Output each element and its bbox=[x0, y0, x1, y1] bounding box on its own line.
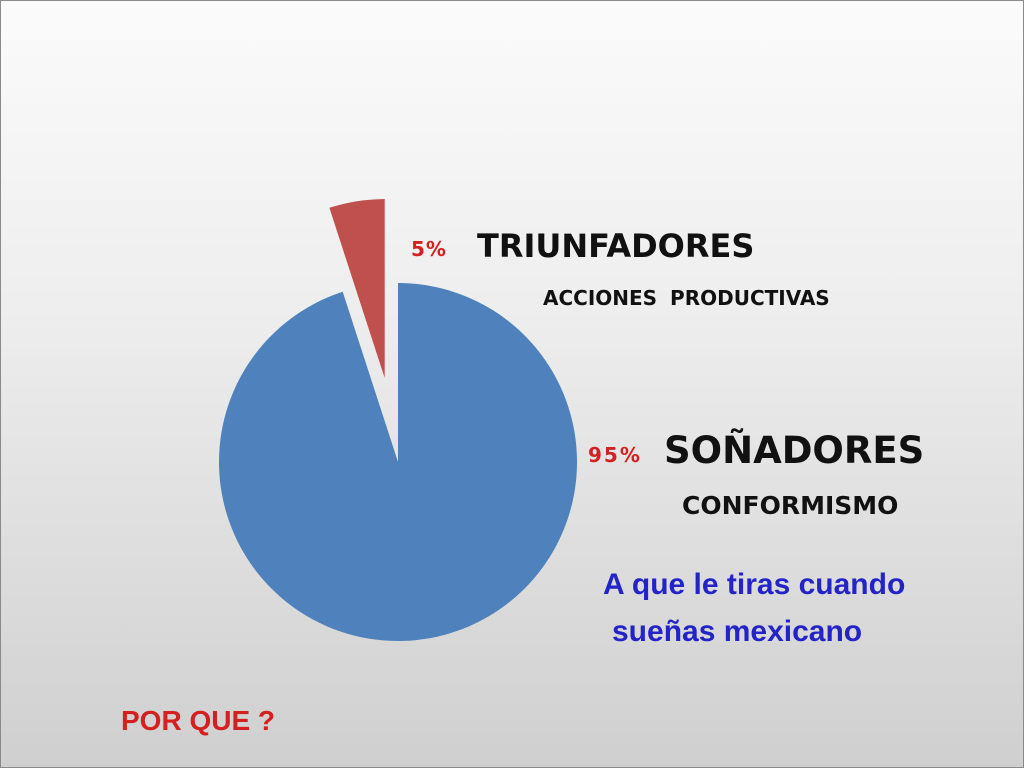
slice-name-triunfadores: TRIUNFADORES bbox=[477, 227, 755, 265]
question-text-line1: A que le tiras cuando bbox=[603, 568, 906, 601]
question-text-line2: sueñas mexicano bbox=[612, 615, 863, 648]
slice-description-sonadores: CONFORMISMO bbox=[682, 491, 899, 520]
slice-percent-label-triunfadores: 5% bbox=[411, 237, 447, 261]
pie-slice-sonadores bbox=[218, 283, 578, 641]
pie-slice-triunfadores bbox=[329, 199, 385, 379]
slice-name-sonadores: SOÑADORES bbox=[664, 429, 925, 472]
slice-percent-label-sonadores: 95% bbox=[588, 443, 642, 467]
slice-description-triunfadores: ACCIONES PRODUCTIVAS bbox=[543, 286, 830, 310]
footer-question: POR QUE ? bbox=[121, 705, 276, 736]
